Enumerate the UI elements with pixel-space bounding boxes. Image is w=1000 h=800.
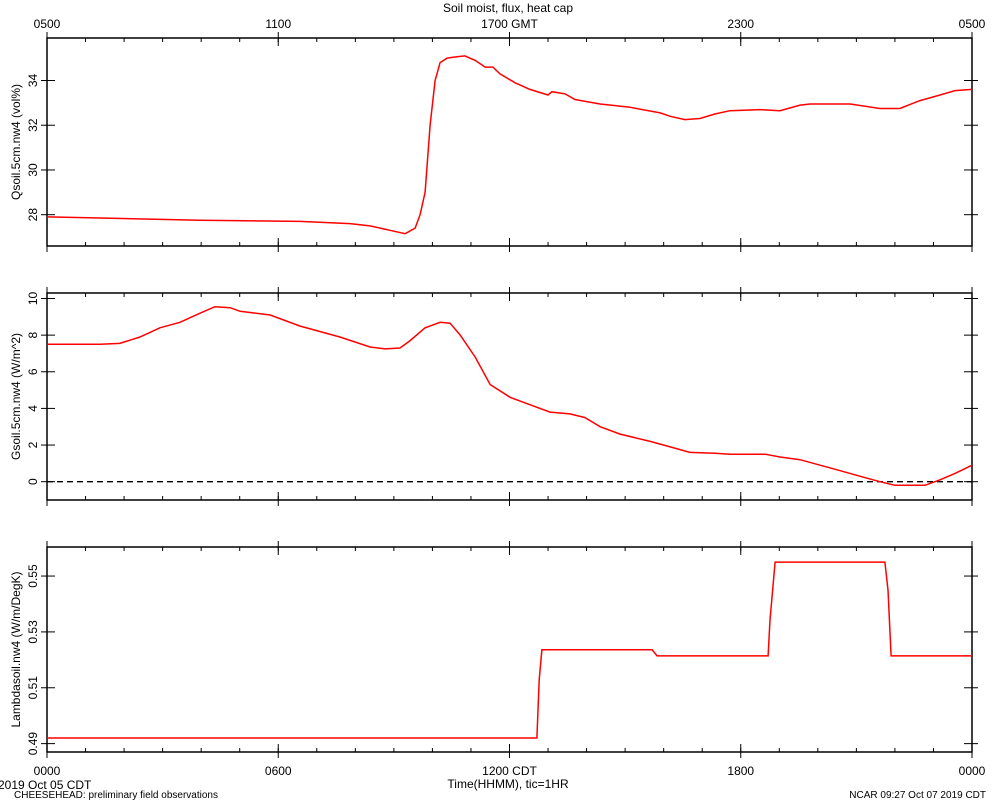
y-tick-label: 0.49 (26, 732, 40, 756)
y-tick-label: 0.51 (26, 676, 40, 700)
x-tick-label: 1200 CDT (482, 764, 537, 778)
data-line (47, 305, 973, 487)
y-tick-label: 0.53 (26, 620, 40, 644)
x2-tick-label: 0500 (34, 17, 61, 31)
y-tick-label: 6 (26, 368, 40, 375)
plot-frame (46, 37, 973, 247)
x-tick-label: 0600 (265, 764, 292, 778)
y-axis-label: Gsoil.5cm.nw4 (W/m^2) (9, 333, 23, 460)
data-line (47, 561, 972, 739)
x-tick-label: 0000 (959, 764, 986, 778)
footer-project: CHEESEHEAD: preliminary field observatio… (14, 790, 218, 800)
y-tick-label: 4 (26, 405, 40, 412)
y-tick-label: 0 (26, 478, 40, 485)
y-tick-label: 8 (26, 331, 40, 338)
y-tick-label: 34 (26, 74, 40, 88)
y-tick-label: 2 (26, 441, 40, 448)
y-axis-label: Lambdasoil.nw4 (W/m/DegK) (9, 571, 23, 727)
chart-title: Soil moist, flux, heat cap (443, 1, 573, 15)
plot-frame (46, 546, 973, 753)
x-tick-label: 0000 (34, 764, 61, 778)
x-axis-label: Time(HHMM), tic=1HR (447, 777, 569, 791)
x-tick-label: 1800 (727, 764, 754, 778)
footer-date: 2019 Oct 05 CDT (0, 778, 92, 792)
y-tick-label: 30 (26, 163, 40, 177)
x2-tick-label: 1100 (265, 17, 291, 31)
y-tick-label: 32 (26, 118, 40, 132)
x2-tick-label: 0500 (959, 17, 986, 31)
y-axis-label: Qsoil.5cm.nw4 (vol%) (9, 84, 23, 200)
y-tick-label: 10 (26, 292, 40, 306)
data-line (46, 55, 973, 235)
x2-tick-label: 1700 GMT (481, 17, 538, 31)
x2-tick-label: 2300 (727, 17, 754, 31)
y-tick-label: 0.55 (26, 564, 40, 588)
y-tick-label: 28 (26, 208, 40, 222)
footer-stamp: NCAR 09:27 Oct 07 2019 CDT (849, 790, 986, 800)
